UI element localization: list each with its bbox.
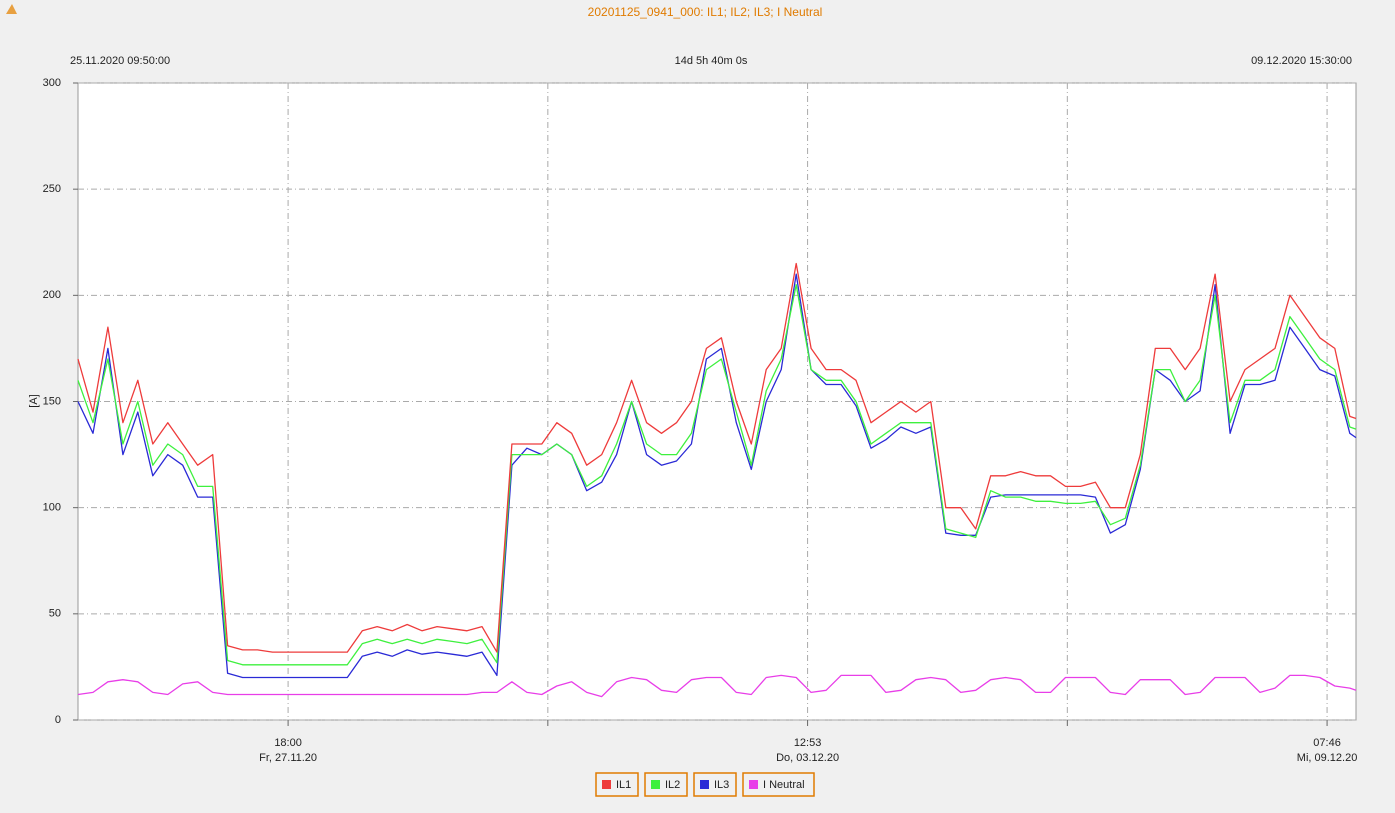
y-tick-label: 100 — [43, 502, 61, 514]
y-tick-label: 150 — [43, 395, 61, 407]
y-axis-label: [A] — [28, 394, 40, 407]
y-tick-label: 50 — [49, 608, 61, 620]
legend-label: IL1 — [616, 779, 631, 791]
legend-item[interactable]: I Neutral — [742, 772, 815, 797]
legend-label: IL2 — [665, 779, 680, 791]
legend-swatch — [602, 780, 611, 789]
x-tick-label: 12:53 — [794, 737, 822, 749]
legend-item[interactable]: IL3 — [693, 772, 737, 797]
chart-title: 20201125_0941_000: IL1; IL2; IL3; I Neut… — [588, 5, 823, 19]
legend-box — [644, 772, 688, 797]
legend-box — [693, 772, 737, 797]
legend-swatch — [700, 780, 709, 789]
legend-item[interactable]: IL1 — [595, 772, 639, 797]
legend-item[interactable]: IL2 — [644, 772, 688, 797]
legend-swatch — [749, 780, 758, 789]
legend-label: IL3 — [714, 779, 729, 791]
y-tick-label: 200 — [43, 289, 61, 301]
y-tick-label: 250 — [43, 183, 61, 195]
series-line — [77, 284, 1357, 666]
x-tick-sublabel: Fr, 27.11.20 — [259, 752, 317, 764]
app-icon — [6, 4, 17, 14]
end-label: 09.12.2020 15:30:00 — [1251, 55, 1352, 67]
x-tick-sublabel: Mi, 09.12.20 — [1297, 752, 1358, 764]
legend-box — [742, 772, 815, 797]
start-label: 25.11.2020 09:50:00 — [70, 55, 170, 67]
x-tick-label: 07:46 — [1313, 737, 1341, 749]
legend-box — [595, 772, 639, 797]
y-tick-label: 0 — [55, 714, 61, 726]
legend-swatch — [651, 780, 660, 789]
x-tick-sublabel: Do, 03.12.20 — [776, 752, 839, 764]
duration-label: 14d 5h 40m 0s — [675, 55, 748, 67]
legend-label: I Neutral — [763, 779, 805, 791]
x-tick-label: 18:00 — [274, 737, 302, 749]
series-line — [77, 674, 1357, 698]
y-tick-label: 300 — [43, 77, 61, 89]
series-line — [77, 262, 1357, 653]
